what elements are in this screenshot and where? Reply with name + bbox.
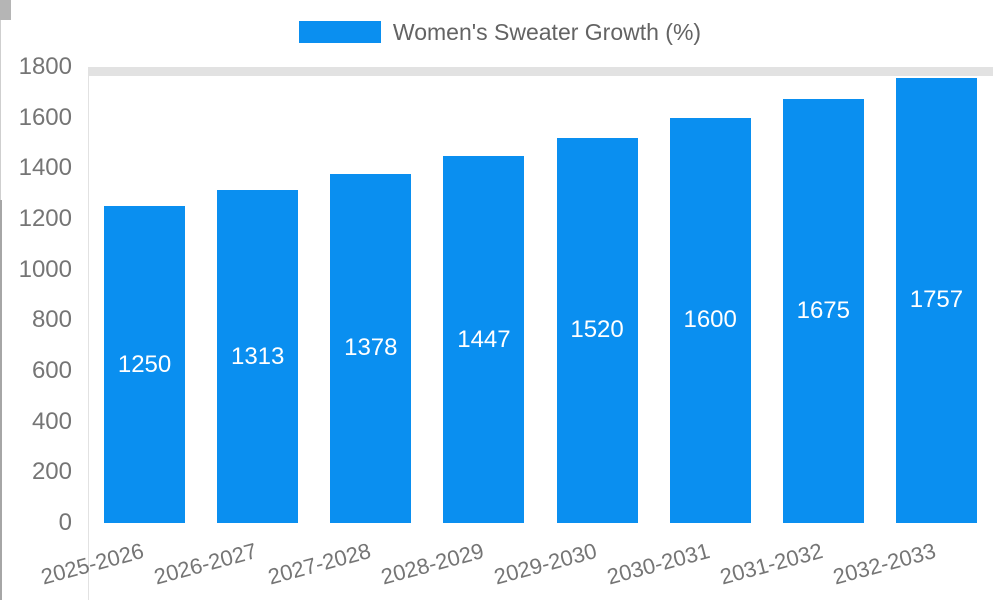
- y-tick-label: 400: [31, 407, 72, 435]
- gridline-vertical: [88, 76, 89, 532]
- bar-value-label: 1250: [117, 350, 172, 378]
- y-axis-tick: [0, 14, 11, 16]
- bar: 1313: [217, 190, 299, 523]
- y-axis-tick: [0, 10, 11, 12]
- x-tick-label: 2030-2031: [604, 538, 713, 590]
- x-axis-tick: [0, 40, 1, 60]
- gridline-horizontal: [88, 67, 993, 68]
- bar-value-label: 1378: [344, 334, 398, 362]
- gridline-horizontal: [88, 74, 993, 75]
- bar: 1250: [104, 206, 186, 523]
- gridline-horizontal: [88, 69, 993, 70]
- x-tick-label: 2029-2030: [491, 538, 600, 590]
- y-tick-label: 1600: [18, 103, 72, 131]
- x-axis-tick: [0, 140, 1, 160]
- bar: 1675: [782, 98, 864, 523]
- gridline-horizontal: [88, 75, 993, 76]
- x-tick-label: 2028-2029: [378, 538, 487, 590]
- bar: 1600: [669, 117, 751, 523]
- gridline-horizontal: [88, 71, 993, 72]
- y-axis-line: [0, 200, 2, 600]
- x-axis-tick: [0, 20, 1, 40]
- y-tick-label: 600: [31, 357, 72, 384]
- x-axis-tick: [0, 160, 1, 180]
- y-axis-tick: [0, 0, 11, 2]
- bar: 1447: [443, 156, 525, 523]
- x-axis-tick: [0, 100, 1, 120]
- gridline-horizontal: [88, 72, 993, 73]
- plot-area: 1250 1313 1378 1447 1520 1600 1675 1757 2025-202…: [39, 67, 993, 600]
- y-axis-tick: [0, 2, 11, 4]
- gridline-horizontal: [88, 73, 993, 74]
- bar-value-label: 1313: [230, 342, 285, 370]
- bar-value-label: 1675: [796, 296, 850, 324]
- y-tick-label: 1200: [18, 205, 72, 232]
- y-tick-label: 200: [31, 458, 72, 486]
- x-tick-label: 2032-2033: [830, 538, 939, 590]
- bar: 1757: [895, 77, 977, 523]
- y-axis-tick: [0, 18, 11, 20]
- gridline-horizontal: [88, 70, 993, 71]
- y-tick-label: 800: [31, 306, 72, 334]
- y-axis-tick: [0, 8, 11, 10]
- legend-swatch: [298, 21, 381, 43]
- y-axis-tick: [0, 6, 11, 8]
- bar-value-label: 1600: [683, 306, 737, 334]
- bar: 1520: [556, 137, 638, 523]
- legend: Women's Sweater Growth (%): [0, 18, 1000, 45]
- y-tick-label: 1400: [18, 154, 72, 182]
- x-tick-label: 2031-2032: [717, 538, 826, 590]
- bar-value-label: 1757: [909, 286, 964, 314]
- x-tick-label: 2025-2026: [38, 538, 147, 590]
- gridline-horizontal: [88, 68, 993, 69]
- x-axis-tick: [0, 120, 1, 140]
- x-axis-tick: [0, 60, 1, 80]
- x-tick-label: 2027-2028: [264, 538, 374, 590]
- x-axis-tick: [0, 180, 1, 200]
- y-axis-tick: [0, 4, 11, 6]
- y-axis-tick: [0, 12, 11, 14]
- y-tick-label: 1000: [18, 255, 72, 283]
- y-tick-label: 1800: [18, 53, 72, 80]
- legend-label: Women's Sweater Growth (%): [392, 18, 702, 45]
- bar-value-label: 1447: [457, 325, 511, 353]
- bar: 1378: [330, 173, 412, 523]
- x-tick-label: 2026-2027: [151, 538, 260, 590]
- gridline-vertical: [88, 532, 89, 600]
- y-tick-label: 0: [58, 509, 72, 536]
- bar-value-label: 1520: [570, 316, 624, 344]
- x-axis-tick: [0, 80, 1, 100]
- y-axis-tick: [0, 16, 11, 18]
